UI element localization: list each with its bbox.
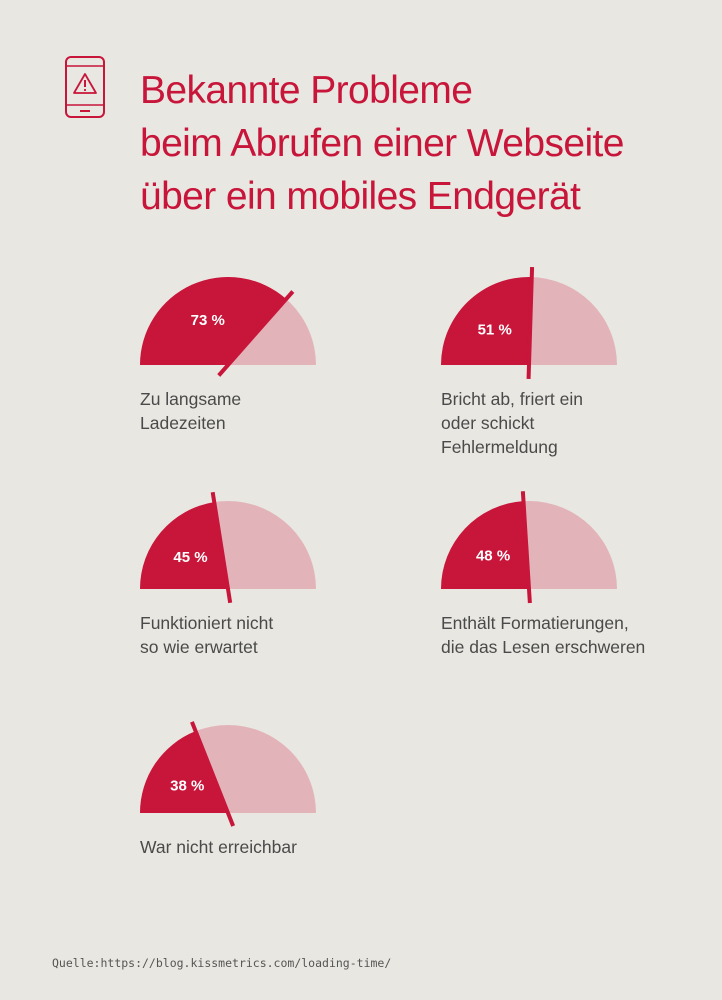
gauge-needle [526,266,535,380]
gauge-needle [210,491,233,604]
gauge-label-line: Bricht ab, friert ein [441,389,583,409]
mobile-warning-icon [65,56,105,118]
gauge-value-label: 45 % [173,549,207,566]
page-title: Bekannte Probleme beim Abrufen einer Web… [140,64,710,223]
gauge-value-label: 51 % [478,322,512,339]
gauge-value-arc [441,276,532,365]
gauge-chart: 73 % [140,276,316,377]
gauge-label: Funktioniert nicht so wie erwartet [140,611,400,659]
gauge-label-line: Enthält Formatierungen, [441,613,629,633]
gauge-value-label: 73 % [191,312,225,329]
title-line: über ein mobiles Endgerät [140,175,581,218]
gauge-label-line: Fehlermeldung [441,437,558,457]
gauge-label-line: oder schickt [441,413,535,433]
gauge-label-line: War nicht erreichbar [140,837,297,857]
gauge-label-line: so wie erwartet [140,637,258,657]
gauge-label-line: Ladezeiten [140,413,226,433]
gauge-needle [520,491,532,604]
gauge-value-arc [140,731,228,813]
gauge-value-arc [441,501,529,589]
gauge-label: Bricht ab, friert ein oder schickt Fehle… [441,387,701,459]
gauge-label: Zu langsame Ladezeiten [140,387,400,435]
gauge-chart: 51 % [441,266,617,380]
gauge-needle [217,290,295,377]
source-label: Quelle: [52,956,101,970]
gauge-label-line: Zu langsame [140,389,242,409]
gauge-label: War nicht erreichbar [140,835,400,859]
gauge-value-arc [140,276,287,365]
gauge-value-arc [140,502,228,589]
gauge-value-label: 48 % [476,547,510,564]
gauge-label: Enthält Formatierungen, die das Lesen er… [441,611,701,659]
gauge-label-line: Funktioniert nicht [140,613,274,633]
gauge-chart: 38 % [140,721,316,827]
gauge-value-label: 38 % [170,777,204,794]
gauge-needle [190,721,236,827]
gauge-chart: 45 % [140,491,316,604]
source-url[interactable]: https://blog.kissmetrics.com/loading-tim… [100,956,392,970]
source-note: Quelle:https://blog.kissmetrics.com/load… [52,956,391,970]
title-line: Bekannte Probleme [140,69,473,112]
title-line: beim Abrufen einer Webseite [140,122,624,165]
gauge-chart: 48 % [441,491,617,604]
gauge-label-line: die das Lesen erschweren [441,637,646,657]
